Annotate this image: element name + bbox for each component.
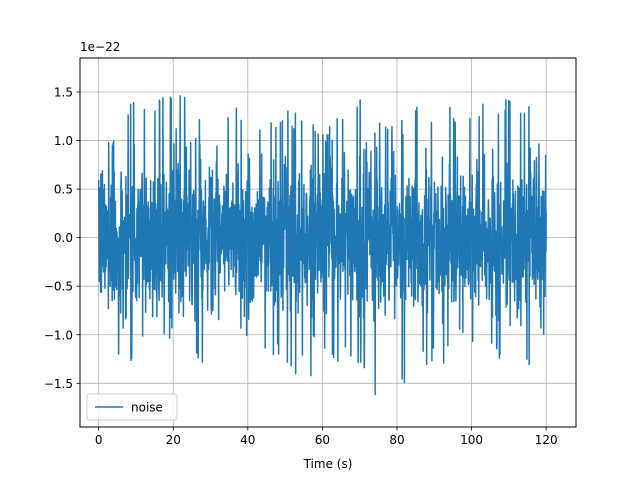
legend: noise bbox=[86, 393, 178, 421]
x-tick-label: 40 bbox=[240, 433, 255, 447]
x-tick-label: 120 bbox=[535, 433, 558, 447]
y-tick-label: 0.5 bbox=[54, 183, 73, 197]
y-tick-label: 1.5 bbox=[54, 85, 73, 99]
x-tick-label: 0 bbox=[95, 433, 103, 447]
y-axis-offset-text: 1e−22 bbox=[80, 40, 120, 54]
y-tick-label: −1.5 bbox=[44, 377, 73, 391]
y-tick-label: −1.0 bbox=[44, 328, 73, 342]
y-axis: −1.5 −1.0 −0.5 0.0 0.5 1.0 1.5 bbox=[44, 85, 80, 391]
y-tick-label: −0.5 bbox=[44, 280, 73, 294]
y-tick-label: 0.0 bbox=[54, 231, 73, 245]
series-line-noise bbox=[97, 95, 547, 396]
x-tick-label: 80 bbox=[389, 433, 404, 447]
legend-box bbox=[86, 393, 178, 421]
y-tick-label: 1.0 bbox=[54, 134, 73, 148]
x-tick-label: 60 bbox=[315, 433, 330, 447]
series-layer bbox=[97, 95, 547, 396]
legend-label-noise: noise bbox=[131, 401, 163, 415]
plot-area-frame bbox=[79, 57, 577, 428]
x-tick-label: 20 bbox=[166, 433, 181, 447]
x-axis: 0 20 40 60 80 100 120 bbox=[95, 427, 558, 447]
x-axis-label: Time (s) bbox=[303, 457, 353, 471]
x-tick-label: 100 bbox=[460, 433, 483, 447]
